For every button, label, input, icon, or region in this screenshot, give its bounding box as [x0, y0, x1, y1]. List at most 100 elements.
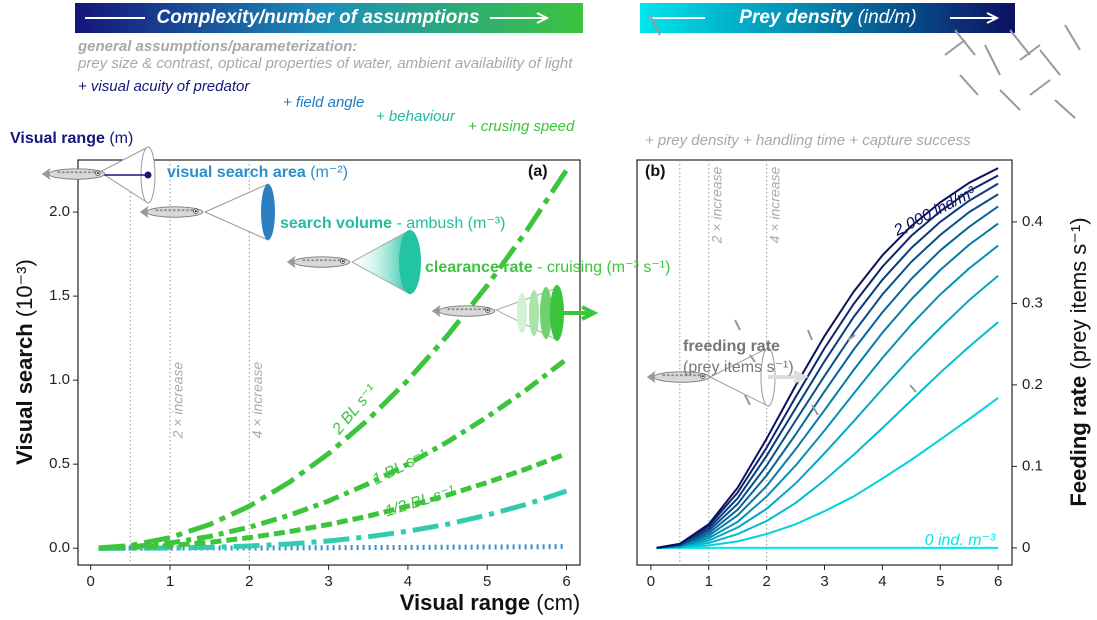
- concept-label: clearance rate - cruising (m⁻³ s⁻¹): [425, 259, 670, 276]
- fish: [40, 166, 106, 182]
- concept-unit: (m): [109, 130, 133, 147]
- fish: [430, 303, 496, 319]
- x-tick-label: 0: [87, 573, 95, 590]
- x-tick-label: 5: [936, 573, 944, 590]
- y-tick-label: 0.0: [49, 539, 70, 556]
- y-tick-label: 0.3: [1022, 294, 1043, 311]
- concept-name: search volume: [280, 215, 392, 232]
- y-tick-label: 0.5: [49, 455, 70, 472]
- y-tick-label: 0.2: [1022, 376, 1043, 393]
- step: + crusing speed: [468, 118, 575, 135]
- x-tick-label: 2: [245, 573, 253, 590]
- series-line: [98, 488, 568, 551]
- complexity-title: Complexity/number of assumptions: [156, 7, 479, 28]
- y-tick-label: 0.1: [1022, 457, 1043, 474]
- reference-label: 4 × increase: [249, 361, 265, 438]
- cone: [708, 347, 769, 407]
- x-tick-label: 2: [762, 573, 770, 590]
- concept-unit: (prey items s⁻¹): [683, 359, 794, 376]
- prey-density-title: Prey density (ind/m): [739, 7, 916, 28]
- x-axis-title: Visual range: [400, 590, 530, 615]
- x-tick-label: 3: [820, 573, 828, 590]
- prey-density-unit: (ind/m): [858, 7, 917, 28]
- cone: [203, 183, 269, 241]
- banner-arrow: [490, 12, 550, 24]
- motion-arrow: [768, 370, 809, 384]
- step: + field angle: [283, 94, 364, 111]
- x-tick-label: 4: [404, 573, 412, 590]
- series-line: [98, 544, 567, 551]
- series-line: [656, 167, 999, 549]
- cone-end: [399, 230, 421, 294]
- x-tick-label: 6: [994, 573, 1002, 590]
- series-label: 2,000 ind/m³: [891, 184, 979, 240]
- motion-arrow: [557, 305, 599, 321]
- series-line: [656, 222, 999, 549]
- cone-slice: [540, 287, 552, 339]
- y-axis-unit: (10⁻³): [12, 259, 37, 317]
- series-label: 1/2 BL s⁻¹: [383, 483, 457, 520]
- x-tick-label: 3: [324, 573, 332, 590]
- feeding-steps: + prey density + handling time + capture…: [645, 132, 971, 149]
- reference-label: 4 × increase: [766, 166, 782, 243]
- concept-unit: (m⁻²): [310, 164, 348, 181]
- series-line: [656, 321, 999, 549]
- step: + behaviour: [376, 108, 456, 125]
- y-axis-label: Visual search (10⁻³): [12, 259, 37, 465]
- concept-name: clearance rate: [425, 259, 533, 276]
- concept-label: search volume - ambush (m⁻³): [280, 215, 505, 232]
- series-line: [656, 244, 999, 549]
- concept-name: freeding rate: [683, 338, 780, 355]
- general-title: general assumptions/parameterization:: [77, 38, 357, 55]
- y-axis-label: Feeding rate (prey items s⁻¹): [1066, 217, 1091, 506]
- concept-name: Visual range: [10, 130, 105, 147]
- prey-cluster: [649, 14, 1081, 119]
- general-list: prey size & contrast, optical properties…: [77, 55, 573, 72]
- y-tick-label: 1.5: [49, 287, 70, 304]
- prey: [734, 319, 917, 416]
- series-line: [656, 182, 999, 549]
- x-tick-label: 4: [878, 573, 886, 590]
- series-line: [656, 274, 999, 549]
- series-line: [656, 397, 999, 549]
- banner-arrow: [950, 12, 1000, 24]
- panel-label: (a): [528, 163, 548, 180]
- y-axis-title: Visual search: [12, 323, 37, 464]
- panel-label: (b): [645, 163, 665, 180]
- series-line: [98, 357, 569, 551]
- y-axis-title: Feeding rate: [1066, 376, 1091, 507]
- y-tick-label: 0: [1022, 539, 1030, 556]
- step: + visual acuity of predator: [78, 78, 250, 95]
- plots: 2 × increase 4 × increase 0 1 2 3 4 5 6 0.0 0.5 1.0…: [12, 159, 1091, 590]
- y-axis-unit: (prey items s⁻¹): [1066, 217, 1091, 369]
- x-tick-label: 1: [166, 573, 174, 590]
- concept-name: visual search area: [167, 164, 306, 181]
- cone-slice: [517, 293, 527, 333]
- series-label: 1 BL s⁻¹: [370, 447, 430, 489]
- range-dot: [144, 171, 152, 179]
- x-tick-label: 5: [483, 573, 491, 590]
- series-line: [98, 168, 569, 551]
- cone-slice: [529, 290, 539, 336]
- series-label: 0 ind. m⁻³: [925, 532, 996, 549]
- fish: [138, 204, 204, 220]
- cone-end: [261, 184, 275, 240]
- series-line: [656, 205, 999, 549]
- series-line: [656, 174, 999, 549]
- x-axis-label: Visual range (cm): [400, 590, 581, 615]
- series-line: [656, 193, 999, 549]
- x-tick-label: 1: [705, 573, 713, 590]
- x-axis-unit: (cm): [536, 590, 580, 615]
- reference-label: 2 × increase: [708, 166, 724, 244]
- x-tick-label: 6: [562, 573, 570, 590]
- y-tick-label: 2.0: [49, 203, 70, 220]
- concept-unit: - cruising (m⁻³ s⁻¹): [537, 259, 670, 276]
- prey-density-label: Prey density: [739, 7, 853, 28]
- reference-label: 2 × increase: [170, 361, 186, 439]
- x-tick-label: 0: [647, 573, 655, 590]
- series-line: [98, 451, 568, 551]
- fish: [285, 254, 351, 270]
- concept-unit: - ambush (m⁻³): [397, 215, 506, 232]
